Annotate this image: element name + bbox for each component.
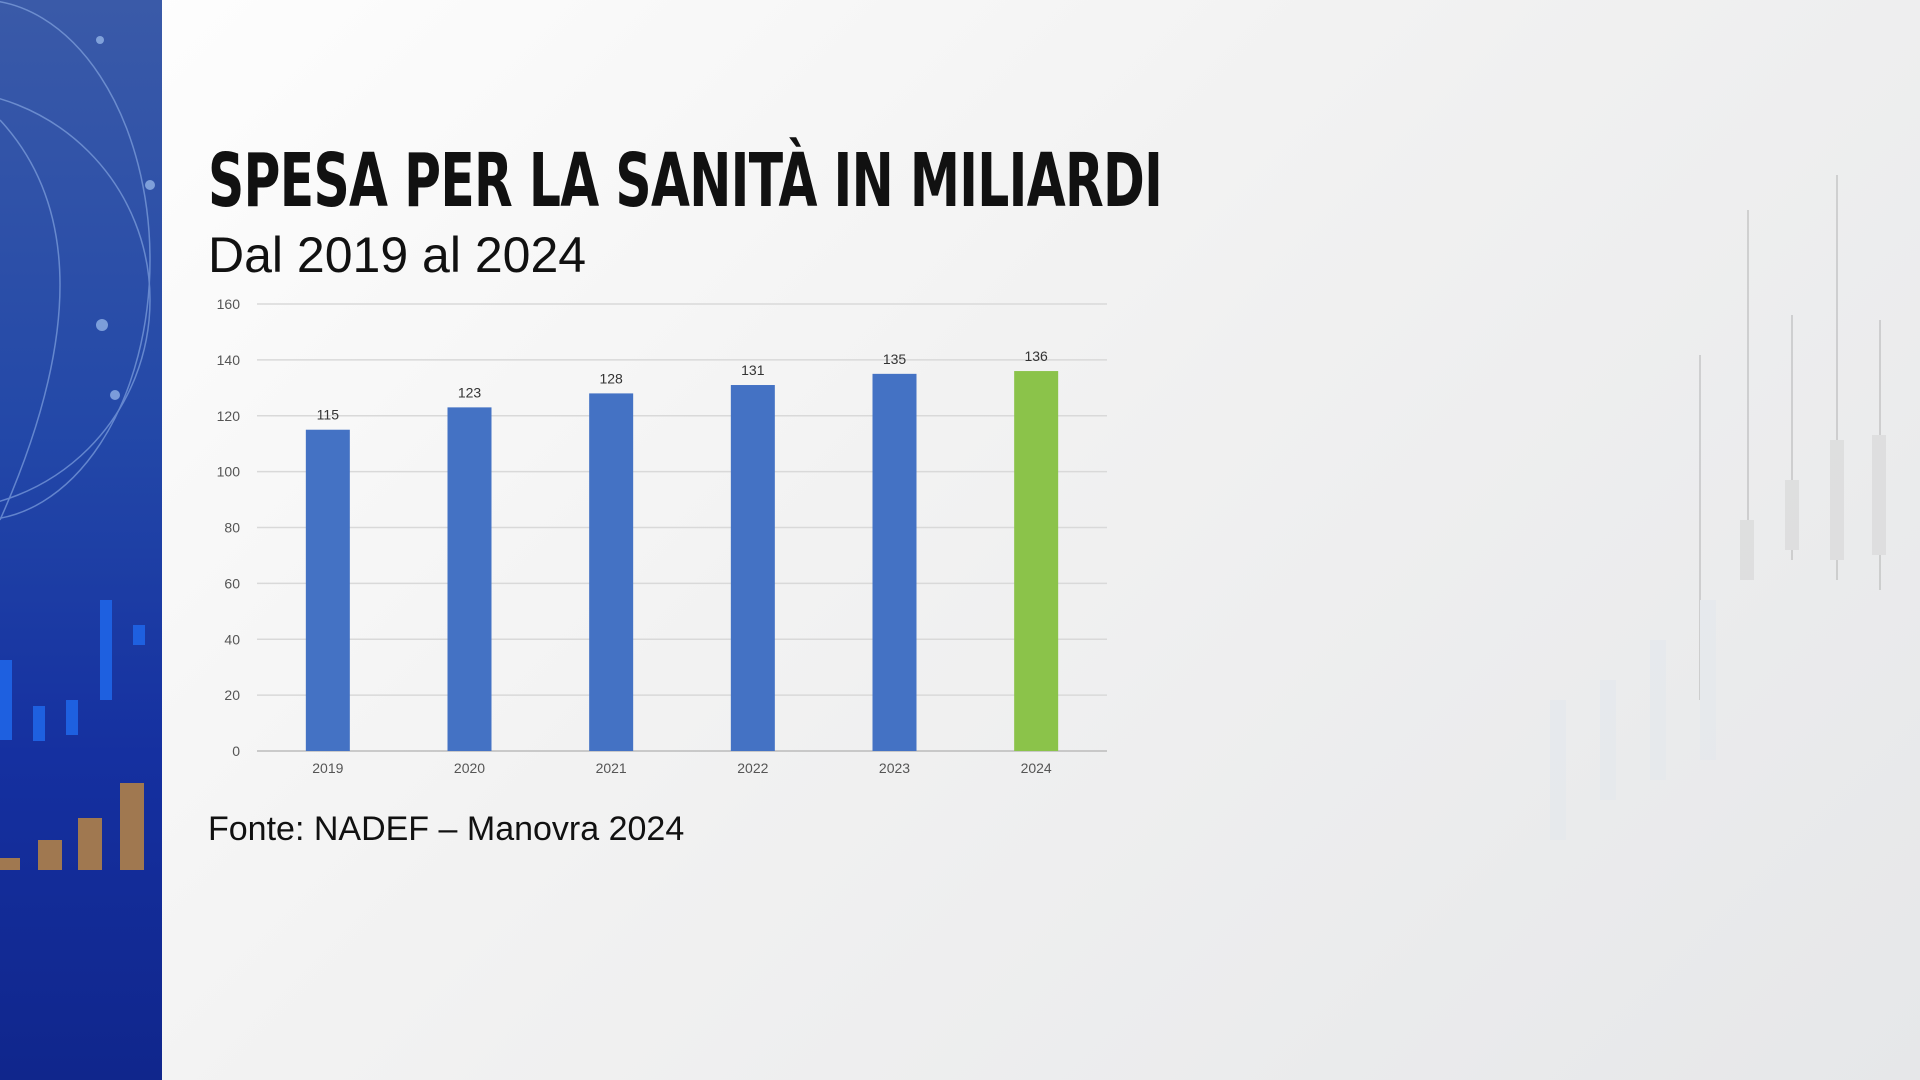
source-note: Fonte: NADEF – Manovra 2024 xyxy=(208,810,685,848)
bar-2019 xyxy=(305,429,350,751)
x-tick-label: 2021 xyxy=(596,760,627,776)
data-label: 136 xyxy=(1024,348,1048,364)
y-tick-label: 100 xyxy=(217,464,241,480)
y-tick-label: 120 xyxy=(217,408,241,424)
x-tick-label: 2024 xyxy=(1021,760,1052,776)
x-tick-label: 2022 xyxy=(737,760,768,776)
x-tick-label: 2020 xyxy=(454,760,485,776)
x-tick-label: 2019 xyxy=(312,760,343,776)
bar-2022 xyxy=(730,385,775,751)
page-title: SPESA PER LA SANITÀ IN MILIARDI xyxy=(208,138,1163,224)
y-tick-label: 60 xyxy=(224,575,240,591)
data-label: 128 xyxy=(599,370,623,386)
page-subtitle: Dal 2019 al 2024 xyxy=(208,227,587,283)
globe-candlestick-graphic xyxy=(0,1,155,870)
background-candlestick-decoration xyxy=(1550,175,1886,840)
y-tick-label: 40 xyxy=(224,631,240,647)
data-label: 123 xyxy=(458,384,482,400)
y-tick-label: 0 xyxy=(232,743,240,759)
y-tick-label: 140 xyxy=(217,352,241,368)
bar-2021 xyxy=(589,393,634,751)
y-tick-label: 80 xyxy=(224,520,240,536)
data-label: 131 xyxy=(741,362,765,378)
y-tick-label: 20 xyxy=(224,687,240,703)
bar-2023 xyxy=(872,373,917,751)
bar-2020 xyxy=(447,407,492,751)
sidebar-decoration xyxy=(0,0,162,1080)
data-label: 115 xyxy=(317,407,340,423)
x-tick-label: 2023 xyxy=(879,760,910,776)
y-tick-label: 160 xyxy=(217,296,241,312)
bar-2024 xyxy=(1014,371,1059,751)
data-label: 135 xyxy=(883,351,907,367)
